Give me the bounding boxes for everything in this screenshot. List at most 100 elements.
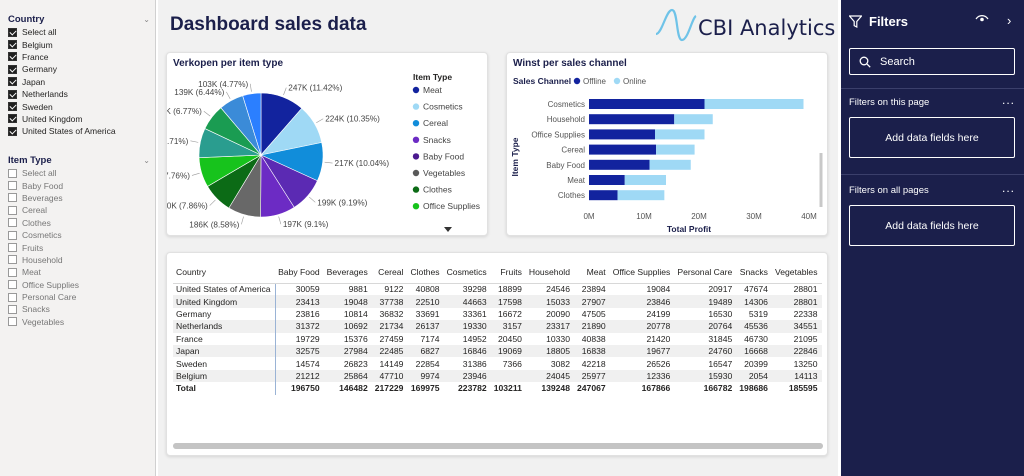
checkbox-checked-icon[interactable] [8, 89, 17, 99]
item-type-slicer-item[interactable]: Personal Care [8, 291, 150, 303]
column-header[interactable]: Office Supplies [609, 261, 675, 284]
checkbox-icon[interactable] [8, 304, 17, 314]
table-cell: 14149 [379, 358, 404, 369]
item-type-slicer-item[interactable]: Household [8, 254, 150, 266]
country-slicer-item[interactable]: Japan [8, 76, 150, 88]
table-row: France 19729 15376 27459 7174 14952 20450 10330… [173, 332, 822, 345]
add-data-fields-page-dropzone[interactable]: Add data fields here [849, 117, 1015, 158]
checkbox-icon[interactable] [8, 267, 17, 277]
item-type-slicer-item[interactable]: Snacks [8, 303, 150, 315]
total-cell: 166782 [703, 383, 733, 394]
bar-chart[interactable]: Sales Channel Offline Online 0M 10M 20M 30M 40M… [507, 53, 829, 237]
add-data-fields-all-pages-dropzone[interactable]: Add data fields here [849, 205, 1015, 246]
checkbox-checked-icon[interactable] [8, 52, 17, 62]
row-header-cell: France [173, 332, 276, 345]
item-type-slicer-item[interactable]: Office Supplies [8, 279, 150, 291]
filter-search-input[interactable]: Search [849, 48, 1015, 75]
table-row: Netherlands 31372 10692 21734 26137 19330 3157… [173, 320, 822, 333]
item-type-slicer-header[interactable]: Item Type ⌄ [8, 153, 150, 167]
country-slicer-item[interactable]: United States of America [8, 125, 150, 137]
checkbox-checked-icon[interactable] [8, 114, 17, 124]
table-cell: 27984 [323, 344, 372, 358]
column-header[interactable]: Personal Care [674, 261, 737, 284]
checkbox-checked-icon[interactable] [8, 126, 17, 136]
checkbox-checked-icon[interactable] [8, 77, 17, 87]
country-slicer-item[interactable]: Germany [8, 63, 150, 75]
country-slicer-item[interactable]: Belgium [8, 38, 150, 50]
column-header[interactable]: Household [525, 261, 574, 284]
checkbox-icon[interactable] [8, 193, 17, 203]
checkbox-icon[interactable] [8, 292, 17, 302]
item-type-slicer-item[interactable]: Cereal [8, 204, 150, 216]
country-slicer-list: Select all Belgium France Germany Japan Nethe… [8, 26, 150, 138]
checkbox-icon[interactable] [8, 218, 17, 228]
checkbox-checked-icon[interactable] [8, 27, 17, 37]
column-header[interactable]: Baby Food [275, 261, 324, 284]
country-slicer-header[interactable]: Country ⌄ [8, 12, 150, 26]
checkbox-icon[interactable] [8, 230, 17, 240]
column-header[interactable]: Country [173, 261, 276, 284]
matrix-table-card[interactable]: Country Baby Food Beverages Cereal Clothes Co… [166, 252, 828, 456]
item-type-slicer-item[interactable]: Vegetables [8, 316, 150, 328]
table-cell: 16547 [708, 358, 733, 369]
table-cell: 19729 [295, 333, 320, 344]
pie-chart[interactable]: 247K (11.42%) 224K (10.35%) 217K (10.04%) 1… [167, 53, 489, 237]
checkbox-checked-icon[interactable] [8, 102, 17, 112]
row-header-cell: United States of America [173, 283, 276, 296]
column-header[interactable]: Vegetables [771, 261, 822, 284]
item-type-slicer-item[interactable]: Clothes [8, 217, 150, 229]
item-type-slicer-title: Item Type [8, 154, 52, 166]
table-cell: 19489 [674, 295, 737, 308]
table-cell: 20917 [708, 284, 733, 295]
table-cell: 15376 [343, 333, 368, 344]
item-type-slicer-item[interactable]: Cosmetics [8, 229, 150, 241]
more-options-icon[interactable]: ... [1001, 93, 1015, 107]
y-axis-title: Item Type [510, 137, 520, 176]
table-cell: 20450 [498, 333, 522, 344]
search-icon [859, 56, 871, 68]
checkbox-icon[interactable] [8, 255, 17, 265]
country-slicer-item[interactable]: Netherlands [8, 88, 150, 100]
bar-chart-card[interactable]: Winst per sales channel Sales Channel Off… [506, 52, 828, 236]
horizontal-scrollbar[interactable] [173, 443, 823, 449]
checkbox-icon[interactable] [8, 181, 17, 191]
column-header[interactable]: Cosmetics [443, 261, 491, 284]
checkbox-icon[interactable] [8, 205, 17, 215]
pie-legend-item: Baby Food [423, 151, 464, 161]
checkbox-checked-icon[interactable] [8, 40, 17, 50]
pie-data-label: 103K (4.77%) [198, 80, 248, 89]
column-header[interactable]: Fruits [490, 261, 526, 284]
country-slicer-item[interactable]: France [8, 51, 150, 63]
pie-chart-card[interactable]: Verkopen per item type 247K (11.42%) 224K… [166, 52, 488, 236]
checkbox-icon[interactable] [8, 243, 17, 253]
legend-scroll-down-icon [444, 227, 452, 232]
checkbox-icon[interactable] [8, 317, 17, 327]
column-header[interactable]: Cereal [371, 261, 408, 284]
chevron-down-icon[interactable]: ⌄ [143, 155, 150, 165]
pie-leader-line [241, 216, 244, 225]
checkbox-icon[interactable] [8, 168, 17, 178]
checkbox-icon[interactable] [8, 280, 17, 290]
table-cell: 47674 [744, 284, 768, 295]
table-cell: 36832 [379, 308, 404, 319]
table-row: Germany 23816 10814 36832 33691 33361 16672 200… [173, 307, 822, 321]
eye-icon[interactable] [975, 14, 989, 24]
country-slicer-item[interactable]: Select all [8, 26, 150, 38]
column-header[interactable]: Meat [574, 261, 610, 284]
item-type-slicer-item[interactable]: Beverages [8, 192, 150, 204]
chevron-down-icon[interactable]: ⌄ [143, 14, 150, 24]
more-options-icon[interactable]: ... [1001, 181, 1015, 195]
column-header[interactable]: Snacks [736, 261, 772, 284]
country-slicer-item[interactable]: United Kingdom [8, 113, 150, 125]
item-type-slicer-item[interactable]: Baby Food [8, 179, 150, 191]
chevron-right-icon[interactable]: › [1007, 13, 1012, 28]
bar-segment [656, 144, 695, 155]
item-type-slicer-item[interactable]: Meat [8, 266, 150, 278]
item-type-slicer-item[interactable]: Select all [8, 167, 150, 179]
column-header[interactable]: Beverages [323, 261, 372, 284]
column-header[interactable]: Clothes [407, 261, 444, 284]
checkbox-checked-icon[interactable] [8, 64, 17, 74]
country-slicer-item[interactable]: Sweden [8, 100, 150, 112]
item-type-slicer-item[interactable]: Fruits [8, 241, 150, 253]
scrollbar-thumb[interactable] [173, 443, 823, 449]
